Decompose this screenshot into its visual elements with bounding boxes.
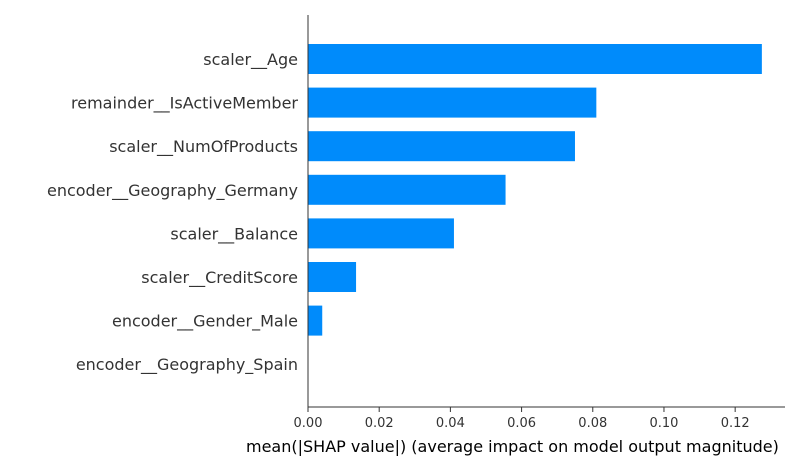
x-tick-label: 0.02 xyxy=(365,416,394,431)
x-tick-label: 0.00 xyxy=(294,416,323,431)
bar-encoder__Gender_Male xyxy=(308,305,323,336)
bar-scaler__CreditScore xyxy=(308,262,357,292)
bar-scaler__Balance xyxy=(308,218,454,249)
category-label: encoder__Gender_Male xyxy=(112,312,298,332)
x-ticks: 0.00 0.02 0.04 0.06 0.08 0.10 0.12 xyxy=(294,407,750,431)
bar-scaler__NumOfProducts xyxy=(308,131,575,162)
category-label: scaler__Balance xyxy=(170,224,298,244)
x-tick-label: 0.06 xyxy=(507,416,536,431)
bar-remainder__IsActiveMember xyxy=(308,87,597,118)
x-axis-title: mean(|SHAP value|) (average impact on mo… xyxy=(246,437,779,456)
category-label: scaler__NumOfProducts xyxy=(109,137,298,157)
bars-layer xyxy=(308,44,762,336)
category-label: scaler__Age xyxy=(203,50,298,70)
category-label: encoder__Geography_Germany xyxy=(47,181,298,201)
category-labels: scaler__Age remainder__IsActiveMemberscal… xyxy=(47,50,298,375)
category-label: remainder__IsActiveMember xyxy=(71,94,298,114)
bar-scaler__Age xyxy=(308,44,762,74)
x-tick-label: 0.12 xyxy=(721,416,750,431)
category-label: scaler__CreditScore xyxy=(141,268,298,288)
category-label: encoder__Geography_Spain xyxy=(76,355,298,375)
bar-encoder__Geography_Germany xyxy=(308,174,506,205)
x-tick-label: 0.10 xyxy=(649,416,678,431)
x-tick-label: 0.08 xyxy=(578,416,607,431)
x-tick-label: 0.04 xyxy=(436,416,465,431)
